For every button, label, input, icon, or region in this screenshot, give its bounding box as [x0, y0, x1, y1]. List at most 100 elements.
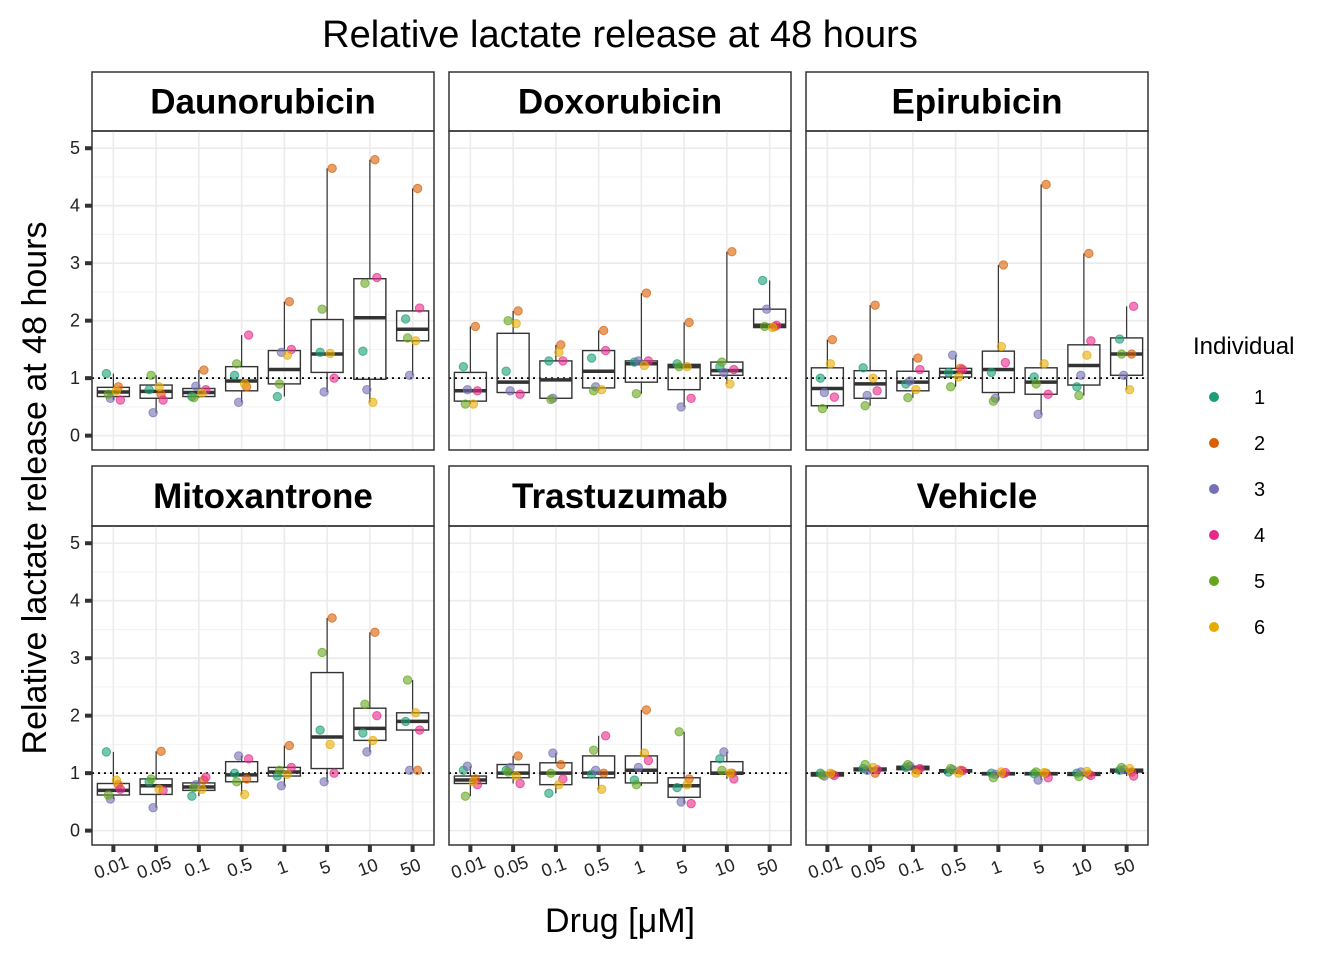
- box-10: [353, 707, 387, 742]
- data-point-individual-5: [103, 389, 114, 399]
- legend-label-1: 1: [1254, 387, 1265, 409]
- data-point-individual-5: [1031, 767, 1041, 777]
- data-point-individual-5: [1074, 390, 1084, 401]
- data-point-individual-1: [229, 768, 240, 778]
- data-point-individual-4: [329, 768, 339, 778]
- data-point-individual-4: [1128, 771, 1139, 781]
- data-point-individual-3: [319, 777, 329, 787]
- panel-title-trastuzumab: Trastuzumab: [512, 477, 728, 516]
- data-point-individual-1: [400, 314, 411, 324]
- data-point-individual-5: [360, 699, 370, 709]
- legend: Individual 1 2 3 4 5 6: [1193, 333, 1294, 639]
- data-point-individual-1: [715, 754, 725, 764]
- box-5: [310, 671, 344, 770]
- panel-title-doxorubicin: Doxorubicin: [518, 83, 722, 122]
- data-point-individual-4: [643, 755, 654, 766]
- data-point-individual-4: [243, 330, 254, 340]
- data-point-individual-1: [458, 361, 469, 372]
- data-point-individual-2: [156, 746, 166, 757]
- panel-title-epirubicin: Epirubicin: [891, 83, 1062, 122]
- legend-label-6: 6: [1254, 617, 1265, 639]
- box-1: [981, 350, 1016, 394]
- panel-strip-daunorubicin: [91, 71, 435, 132]
- data-point-individual-3: [676, 402, 686, 412]
- panel-title-mitoxantrone: Mitoxantrone: [153, 477, 373, 516]
- data-point-individual-3: [362, 384, 372, 395]
- data-point-individual-1: [858, 363, 868, 373]
- x-tick-label-0-1: 0.1: [539, 854, 569, 881]
- panel-border-epirubicin: [805, 130, 1149, 451]
- data-point-individual-4: [515, 389, 525, 399]
- data-point-individual-6: [953, 372, 964, 382]
- data-point-individual-4: [872, 386, 882, 396]
- data-point-individual-2: [327, 613, 337, 623]
- x-tick-label-10: 10: [355, 855, 381, 881]
- panel-border-vehicle: [805, 525, 1149, 846]
- data-point-individual-1: [101, 368, 112, 379]
- data-point-individual-5: [274, 765, 285, 775]
- data-point-individual-2: [1041, 179, 1051, 190]
- data-point-individual-6: [368, 397, 378, 407]
- box-10: [353, 278, 387, 381]
- data-point-individual-1: [1114, 334, 1125, 344]
- data-point-individual-5: [402, 675, 413, 685]
- data-point-individual-6: [682, 779, 692, 790]
- data-point-individual-1: [400, 716, 411, 727]
- data-point-individual-6: [239, 789, 250, 800]
- data-point-individual-5: [146, 774, 156, 784]
- x-tick-label-0-01: 0.01: [448, 852, 488, 883]
- panel-mitoxantrone: Mitoxantrone 0 1 2 3 4 5 0.01 0.05 0.1 0.5 1 5 10 50: [70, 465, 435, 883]
- data-point-individual-3: [362, 747, 372, 757]
- panel-border-daunorubicin: [91, 130, 435, 451]
- y-tick-label: 1: [70, 763, 80, 783]
- data-point-individual-3: [148, 407, 158, 418]
- data-point-individual-6: [825, 768, 836, 778]
- data-point-individual-2: [199, 365, 209, 375]
- data-point-individual-5: [903, 392, 913, 403]
- data-point-individual-5: [189, 782, 199, 793]
- data-point-individual-3: [191, 381, 201, 391]
- y-tick-label: 0: [70, 426, 80, 446]
- data-point-individual-1: [315, 725, 325, 735]
- data-point-individual-4: [1000, 357, 1011, 368]
- data-point-individual-4: [1128, 301, 1139, 312]
- data-point-individual-2: [513, 306, 523, 316]
- data-point-individual-3: [862, 390, 872, 401]
- data-point-individual-2: [998, 260, 1009, 270]
- data-point-individual-4: [915, 364, 925, 375]
- x-tick-label-10: 10: [712, 855, 738, 881]
- data-point-individual-6: [868, 762, 878, 773]
- data-point-individual-1: [586, 353, 597, 363]
- data-point-individual-6: [554, 779, 564, 790]
- box-50: [1109, 337, 1144, 376]
- data-point-individual-5: [1074, 771, 1084, 782]
- data-point-individual-5: [503, 315, 513, 326]
- data-point-individual-1: [815, 373, 826, 383]
- data-point-individual-3: [719, 747, 729, 757]
- panel-vehicle: Vehicle 0.01 0.05 0.1 0.5 1 5 10 50: [805, 465, 1149, 883]
- x-tick-label-0-1: 0.1: [182, 854, 212, 881]
- data-point-individual-3: [819, 387, 830, 398]
- x-tick-label-0-05: 0.05: [491, 852, 531, 883]
- data-point-individual-4: [515, 778, 525, 789]
- data-point-individual-5: [1116, 762, 1127, 773]
- data-point-individual-1: [315, 347, 325, 357]
- x-tick-label-5: 5: [1031, 856, 1047, 878]
- box-50: [395, 310, 430, 342]
- data-point-individual-1: [501, 366, 511, 376]
- data-point-individual-5: [817, 770, 828, 780]
- y-tick-label: 5: [70, 533, 80, 553]
- data-point-individual-6: [154, 784, 164, 794]
- x-tick-label-50: 50: [398, 855, 424, 881]
- data-point-individual-6: [325, 739, 335, 750]
- y-tick-label: 3: [70, 253, 80, 273]
- data-point-individual-4: [1086, 336, 1096, 346]
- data-point-individual-2: [556, 759, 566, 770]
- data-point-individual-2: [1084, 248, 1094, 259]
- data-point-individual-5: [988, 396, 999, 406]
- legend-swatch-3: [1209, 484, 1219, 494]
- data-point-individual-5: [631, 388, 642, 399]
- data-point-individual-5: [274, 379, 285, 389]
- data-point-individual-5: [817, 403, 828, 414]
- data-point-individual-1: [358, 728, 368, 738]
